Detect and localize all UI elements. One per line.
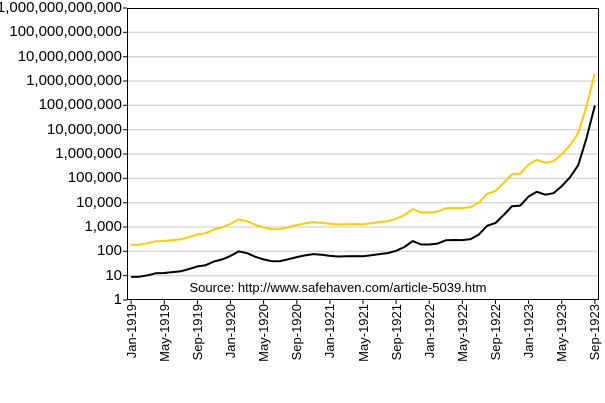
x-tick-label: May-1922	[454, 304, 470, 362]
line-chart	[123, 7, 599, 304]
y-tick-label: 100,000	[67, 169, 122, 187]
y-tick-label: 100,000,000	[38, 96, 122, 114]
y-tick-label: 1,000,000,000	[26, 72, 122, 89]
x-tick-label: May-1919	[156, 304, 172, 362]
x-tick-label: Sep-1921	[388, 304, 404, 361]
yellow-line	[131, 73, 596, 246]
x-tick-label: May-1920	[256, 304, 272, 362]
y-tick-label: 10	[105, 266, 122, 284]
y-tick-label: 10,000,000	[46, 120, 122, 138]
y-tick-label: 100,000,000,000	[9, 23, 122, 41]
y-tick-label: 1,000	[84, 218, 122, 235]
black-line	[131, 105, 596, 278]
x-tick-label: Sep-1923	[587, 304, 603, 361]
y-tick-label: 1	[113, 291, 122, 308]
y-tick-label: 1,000,000,000,000	[0, 0, 122, 16]
x-tick-label: Jan-1919	[123, 304, 139, 359]
y-tick-label: 10,000,000,000	[17, 47, 122, 65]
x-tick-label: May-1923	[554, 304, 570, 362]
x-tick-label: Sep-1920	[289, 304, 305, 361]
x-tick-label: May-1921	[355, 304, 371, 362]
x-tick-label: Jan-1921	[322, 304, 338, 359]
y-tick-label: 100	[96, 242, 122, 260]
y-tick-label: 10,000	[76, 193, 122, 211]
x-tick-label: Sep-1919	[189, 304, 205, 361]
x-tick-label: Sep-1922	[487, 304, 503, 361]
x-tick-label: Jan-1923	[521, 304, 537, 359]
plot-area: Source: http://www.safehaven.com/article…	[123, 7, 599, 304]
y-tick-label: 1,000,000	[55, 145, 122, 162]
x-tick-label: Jan-1922	[421, 304, 437, 359]
source-note: Source: http://www.safehaven.com/article…	[189, 280, 487, 295]
x-tick-label: Jan-1920	[223, 304, 238, 359]
